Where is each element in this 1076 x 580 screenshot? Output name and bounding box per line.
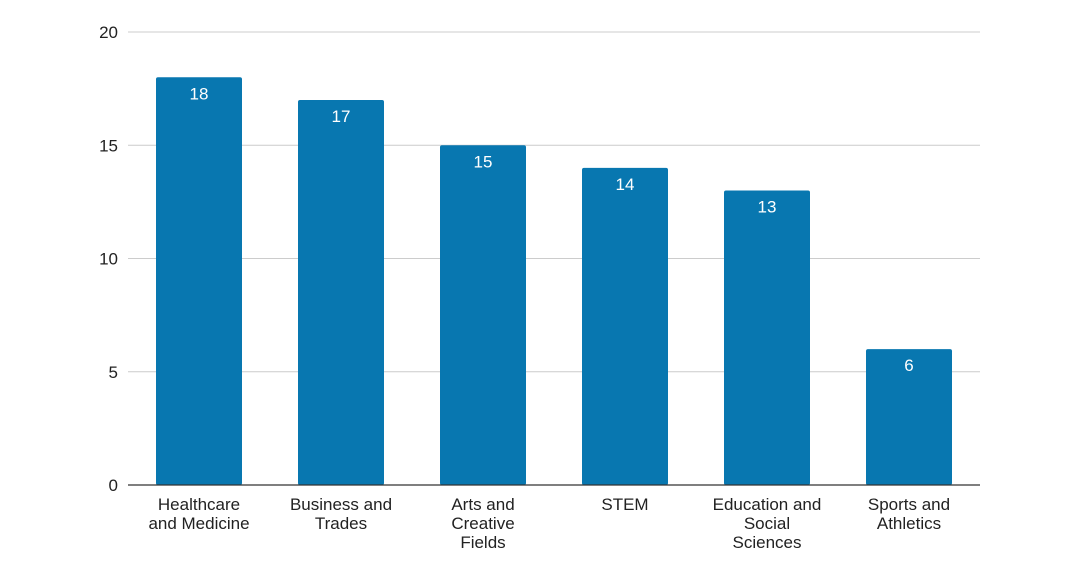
x-tick-label-0-line-0: Healthcare xyxy=(158,495,240,514)
y-tick-label-2: 10 xyxy=(99,250,118,269)
x-tick-label-4: Education and Social Sciences xyxy=(713,495,822,552)
data-label-2: 15 xyxy=(474,152,493,171)
x-tick-label-4-line-2: Sciences xyxy=(733,533,802,552)
x-tick-label-5: Sports and Athletics xyxy=(868,495,950,533)
bar-1 xyxy=(298,99,384,485)
data-label-4: 13 xyxy=(758,198,777,217)
x-tick-label-3-line-0: STEM xyxy=(601,495,648,514)
bar-5 xyxy=(866,349,952,485)
x-tick-label-2: Arts and Creative Fields xyxy=(451,495,514,552)
y-axis-ticks: 0 5 10 15 20 xyxy=(99,23,118,495)
y-tick-label-1: 5 xyxy=(109,363,118,382)
x-tick-label-2-line-2: Fields xyxy=(460,533,505,552)
x-axis-labels: Healthcare and Medicine Business and Trades… xyxy=(148,495,950,552)
x-tick-label-4-line-0: Education and xyxy=(713,495,822,514)
y-tick-label-0: 0 xyxy=(109,476,118,495)
x-tick-label-1: Business and Trades xyxy=(290,495,392,533)
data-label-3: 14 xyxy=(616,175,635,194)
x-tick-label-0: Healthcare and Medicine xyxy=(148,495,249,533)
x-tick-label-3: STEM xyxy=(601,495,648,514)
bar-4 xyxy=(724,190,810,486)
bar-3 xyxy=(582,167,668,485)
y-tick-label-4: 20 xyxy=(99,23,118,42)
gridlines xyxy=(128,31,980,373)
x-tick-label-2-line-0: Arts and xyxy=(451,495,514,514)
x-tick-label-1-line-0: Business and xyxy=(290,495,392,514)
x-tick-label-1-line-1: Trades xyxy=(315,514,367,533)
data-labels: 18 17 15 14 13 6 xyxy=(190,84,914,375)
data-label-1: 17 xyxy=(332,107,351,126)
x-tick-label-2-line-1: Creative xyxy=(451,514,514,533)
data-label-5: 6 xyxy=(904,356,913,375)
bar-0 xyxy=(156,77,242,486)
x-tick-label-5-line-1: Athletics xyxy=(877,514,941,533)
x-tick-label-5-line-0: Sports and xyxy=(868,495,950,514)
x-tick-label-4-line-1: Social xyxy=(744,514,790,533)
bars xyxy=(156,77,952,486)
bar-2 xyxy=(440,145,526,485)
x-tick-label-0-line-1: and Medicine xyxy=(148,514,249,533)
data-label-0: 18 xyxy=(190,84,209,103)
y-tick-label-3: 15 xyxy=(99,136,118,155)
